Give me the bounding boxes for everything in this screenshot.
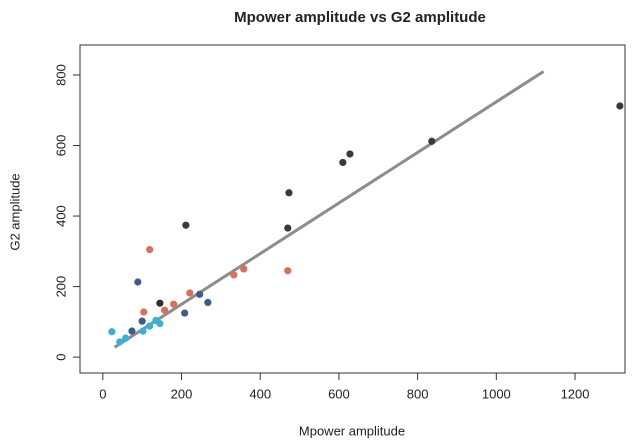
trend-line <box>113 70 545 349</box>
point <box>181 309 189 317</box>
point <box>134 278 142 286</box>
point <box>285 189 293 197</box>
point <box>284 224 292 232</box>
point <box>128 327 136 335</box>
y-tick-label: 0 <box>53 354 68 361</box>
y-tick-label: 600 <box>53 135 68 157</box>
point <box>616 102 624 110</box>
x-tick-label: 1200 <box>561 386 590 401</box>
point <box>284 267 292 275</box>
point <box>346 150 354 158</box>
point <box>152 316 160 325</box>
point <box>186 289 194 297</box>
x-tick-label: 800 <box>407 386 429 401</box>
point <box>156 299 164 307</box>
x-tick-label: 0 <box>99 386 106 401</box>
y-tick-label: 400 <box>53 205 68 227</box>
x-tick-label: 1000 <box>482 386 511 401</box>
point <box>230 271 238 279</box>
point <box>108 328 116 336</box>
point <box>146 322 154 330</box>
point <box>339 158 347 167</box>
point <box>182 221 190 229</box>
point <box>138 317 146 325</box>
x-axis-label: Mpower amplitude <box>299 423 405 438</box>
point <box>139 327 147 335</box>
y-tick-label: 800 <box>53 64 68 86</box>
y-tick-label: 200 <box>53 276 68 298</box>
chart-title: Mpower amplitude vs G2 amplitude <box>234 9 486 26</box>
point <box>428 137 436 145</box>
point <box>170 300 178 308</box>
plot-frame <box>79 44 626 374</box>
point <box>116 338 124 346</box>
point <box>240 265 248 273</box>
x-tick-label: 600 <box>328 386 350 401</box>
point <box>140 308 148 316</box>
point <box>122 334 130 342</box>
y-axis-label: G2 amplitude <box>7 173 22 250</box>
x-tick-label: 400 <box>249 386 271 401</box>
x-tick-label: 200 <box>171 386 193 401</box>
point <box>146 245 154 254</box>
point <box>161 306 169 314</box>
point <box>204 298 212 307</box>
point <box>196 290 204 298</box>
